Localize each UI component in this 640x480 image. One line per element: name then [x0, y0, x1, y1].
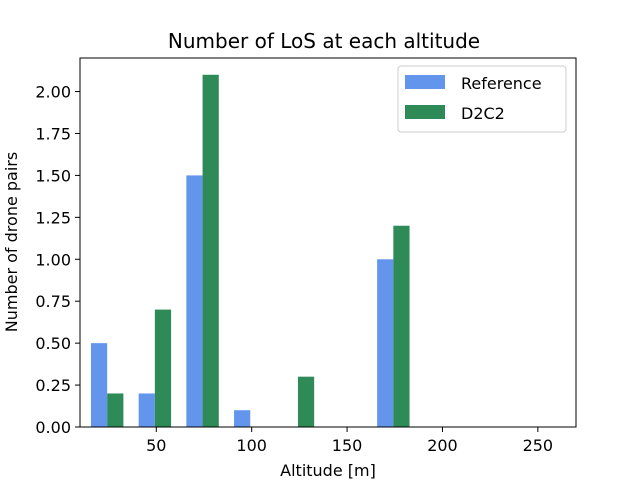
bar-d2c2-1: [154, 309, 172, 427]
y-tick-label: 1.75: [35, 124, 71, 143]
x-tick-label: 250: [523, 436, 554, 455]
axes-layer: [79, 57, 577, 428]
bar-reference-3: [234, 410, 251, 427]
y-tick-label: 1.00: [35, 250, 71, 269]
y-axis-label: Number of drone pairs: [2, 152, 21, 332]
legend-label-d2c2: D2C2: [461, 104, 505, 123]
y-tick-label: 0.00: [35, 418, 71, 437]
x-tick-label: 50: [146, 436, 166, 455]
x-ticks: 50 100 150 200 250: [146, 427, 553, 455]
bar-d2c2-4: [393, 225, 410, 427]
legend-label-reference: Reference: [461, 74, 542, 93]
y-tick-label: 0.75: [35, 292, 71, 311]
bar-d2c2-2: [202, 74, 219, 427]
x-axis-label: Altitude [m]: [280, 461, 376, 480]
legend-swatch-d2c2: [405, 105, 445, 119]
legend-swatch-reference: [405, 75, 445, 89]
bar-reference-2: [186, 175, 203, 427]
bar-reference-0: [90, 343, 108, 427]
x-tick-label: 150: [332, 436, 363, 455]
bar-d2c2-3: [297, 376, 315, 427]
bar-reference-4: [377, 259, 394, 427]
y-tick-label: 2.00: [35, 83, 71, 102]
bar-reference-1: [138, 393, 155, 427]
legend: Reference D2C2: [397, 65, 567, 133]
bar-d2c2-0: [107, 393, 124, 427]
y-ticks: 0.00 0.25 0.50 0.75 1.00 1.25 1.50 1.75 2.00: [35, 83, 80, 437]
bars-layer: [90, 74, 410, 427]
y-tick-label: 1.50: [35, 166, 71, 185]
x-tick-label: 200: [427, 436, 458, 455]
plot-frame: [79, 57, 577, 428]
y-tick-label: 0.50: [35, 334, 71, 353]
y-tick-label: 1.25: [35, 208, 71, 227]
chart-title: Number of LoS at each altitude: [168, 29, 480, 53]
x-tick-label: 100: [236, 436, 267, 455]
y-tick-label: 0.25: [35, 376, 71, 395]
